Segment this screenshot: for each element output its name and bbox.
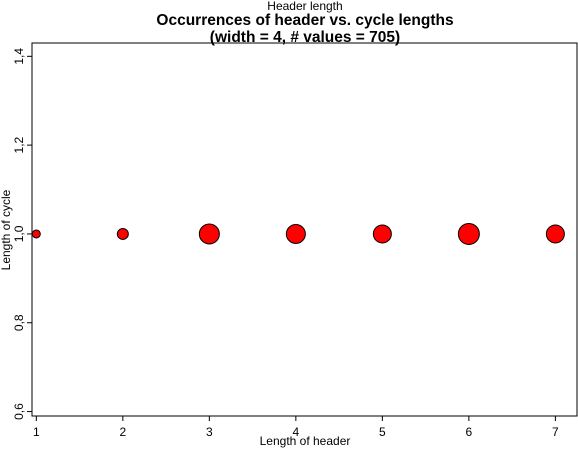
- data-point: [372, 224, 392, 244]
- x-tick-label: 6: [466, 425, 473, 439]
- data-point: [116, 227, 129, 240]
- data-point: [457, 222, 480, 245]
- data-point: [285, 223, 306, 244]
- y-tick-label: 0,8: [12, 314, 26, 331]
- data-point: [31, 229, 41, 239]
- x-tick-label: 4: [293, 425, 300, 439]
- chart-title: Occurrences of header vs. cycle lengths: [156, 12, 453, 29]
- x-tick-label: 1: [33, 425, 40, 439]
- data-point: [545, 224, 565, 244]
- top-axis-label: Header length: [267, 0, 342, 13]
- x-tick-label: 3: [206, 425, 213, 439]
- y-axis-label: Length of cycle: [0, 189, 13, 270]
- y-axis: 0,6 0,8 1,0 1,2 1,4: [12, 48, 32, 420]
- x-tick-label: 7: [552, 425, 559, 439]
- chart-subtitle: (width = 4, # values = 705): [210, 29, 400, 46]
- x-axis: 1 2 3 4 5 6 7: [33, 416, 559, 439]
- y-tick-label: 0,6: [12, 403, 26, 420]
- y-tick-label: 1,4: [12, 48, 26, 65]
- x-tick-label: 5: [379, 425, 386, 439]
- x-tick-label: 2: [119, 425, 126, 439]
- plot-frame: [31, 42, 578, 417]
- x-axis-label: Length of header: [260, 434, 351, 448]
- data-points: [31, 222, 565, 245]
- y-tick-label: 1,2: [12, 136, 26, 153]
- data-point: [198, 223, 220, 245]
- y-tick-label: 1,0: [12, 225, 26, 242]
